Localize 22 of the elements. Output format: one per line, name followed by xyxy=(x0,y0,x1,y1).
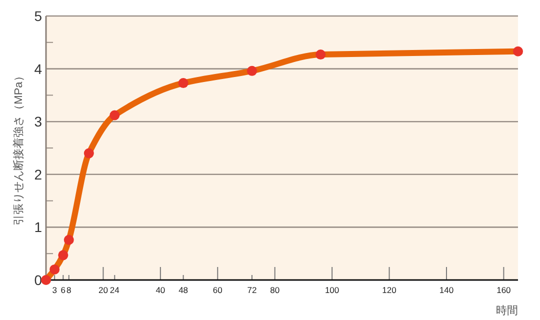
x-tick-label: 72 xyxy=(247,285,257,295)
x-tick-label: 6 xyxy=(60,285,66,295)
y-tick-label: 0 xyxy=(34,272,42,288)
y-tick-label: 1 xyxy=(34,219,42,236)
x-axis-title: 時間 xyxy=(496,304,518,317)
y-tick-label: 4 xyxy=(34,60,42,77)
x-tick-label: 160 xyxy=(496,285,512,295)
x-tick-label: 80 xyxy=(270,285,280,295)
x-tick-label: 140 xyxy=(439,285,454,295)
x-tick-label: 48 xyxy=(178,285,188,295)
y-tick-label: 5 xyxy=(34,8,42,24)
x-tick-label: 60 xyxy=(212,285,223,295)
x-tick-label: 24 xyxy=(110,285,120,295)
x-tick-label: 120 xyxy=(382,285,397,295)
y-axis-title: 引張りせん断接着強さ（MPa） xyxy=(12,70,25,226)
y-tick-label: 2 xyxy=(34,166,42,182)
x-tick-label: 8 xyxy=(66,285,72,295)
x-tick-label: 20 xyxy=(98,285,108,295)
x-tick-label: 100 xyxy=(324,285,340,295)
x-tick-label: 40 xyxy=(156,285,166,295)
y-tick-label: 3 xyxy=(34,114,42,130)
x-tick-label: 3 xyxy=(52,285,58,295)
